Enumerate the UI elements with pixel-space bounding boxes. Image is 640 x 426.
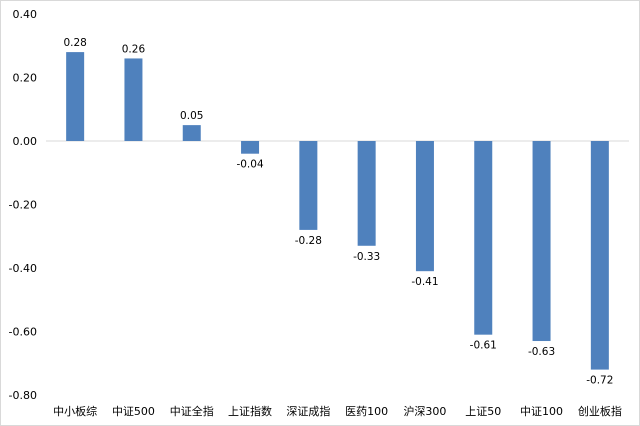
x-category-label: 中小板综 [53,404,97,418]
bar [299,141,318,230]
bar [124,58,143,142]
x-category-label: 中证100 [520,405,563,418]
bar [357,141,376,246]
bar [415,141,434,272]
bar [182,125,201,141]
bar [241,141,260,154]
data-label: 0.05 [180,110,203,122]
x-category-label: 沪深300 [403,404,446,418]
x-category-label: 中证500 [112,405,155,418]
x-axis-category-labels: 中小板综 中证500 中证全指 上证指数 深证成指 医药100 沪深300 上证50 中证100… [53,404,622,418]
bar [590,141,609,370]
y-tick-label: -0.40 [9,262,37,275]
x-category-label: 上证指数 [228,404,272,418]
bar [474,141,493,335]
data-label: -0.33 [353,251,380,263]
data-label: -0.41 [411,276,438,288]
x-category-label: 深证成指 [286,404,330,418]
y-tick-label: 0.40 [13,8,38,21]
bar-series [66,52,609,370]
data-label: -0.28 [295,235,322,247]
data-label: -0.61 [470,340,497,352]
bar [532,141,551,342]
bar [66,52,85,141]
y-tick-label: 0.20 [13,72,38,85]
x-category-label: 中证全指 [170,404,214,418]
data-label: -0.63 [528,346,555,358]
x-category-label: 医药100 [345,405,388,418]
data-label: -0.04 [236,159,263,171]
y-tick-label: -0.20 [9,199,37,212]
y-axis-tick-labels: 0.40 0.20 0.00 -0.20 -0.40 -0.60 -0.80 [9,8,37,402]
data-labels: 0.28 0.26 0.05 -0.04 -0.28 -0.33 -0.41 -0.61 -0.… [63,37,613,387]
data-label: 0.28 [63,37,86,49]
x-category-label: 创业板指 [578,404,622,418]
y-tick-label: 0.00 [13,135,38,148]
y-tick-label: -0.80 [9,389,37,402]
data-label: -0.72 [586,375,613,387]
y-tick-label: -0.60 [9,326,37,339]
data-label: 0.26 [122,43,146,55]
x-category-label: 上证50 [465,405,501,418]
